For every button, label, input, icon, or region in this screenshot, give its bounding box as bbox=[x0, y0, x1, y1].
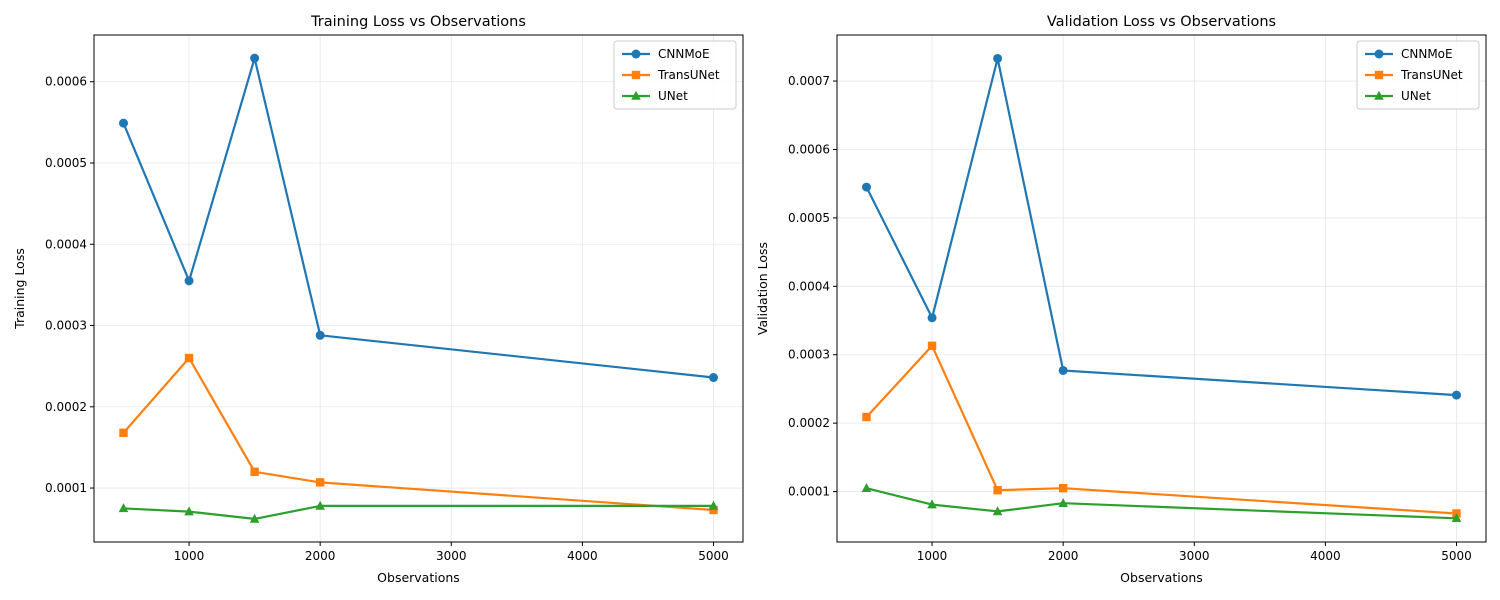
x-tick-label: 1000 bbox=[174, 549, 205, 563]
x-tick-label: 5000 bbox=[698, 549, 729, 563]
series-cnnmoe bbox=[862, 53, 1461, 400]
data-point-transunet bbox=[927, 341, 937, 351]
legend-marker bbox=[1374, 49, 1384, 59]
y-tick-label: 0.0002 bbox=[788, 416, 830, 430]
data-point-cnnmoe bbox=[993, 53, 1003, 63]
series-line-transunet bbox=[865, 344, 1457, 515]
grid bbox=[837, 35, 1486, 542]
data-point-unet bbox=[927, 499, 937, 509]
x-tick-label: 1000 bbox=[917, 549, 948, 563]
data-point-transunet bbox=[315, 478, 325, 487]
plot-frame bbox=[93, 34, 744, 543]
data-point-cnnmoe bbox=[862, 182, 871, 192]
legend-label: UNet bbox=[658, 89, 688, 103]
training-loss-chart: 1000 2000 3000 4000 5000 0.0001 0.0002 0.0003 0.… bbox=[12, 14, 744, 585]
data-point-transunet bbox=[250, 467, 259, 476]
legend-marker bbox=[631, 49, 641, 59]
y-tick-label: 0.0001 bbox=[788, 485, 830, 499]
series-line-transunet bbox=[122, 356, 714, 512]
data-point-unet bbox=[992, 506, 1003, 516]
data-point-unet bbox=[1058, 498, 1068, 508]
chart-title: Training Loss vs Observations bbox=[310, 14, 526, 30]
y-tick-label: 0.0001 bbox=[45, 481, 87, 495]
x-tick-label: 4000 bbox=[567, 549, 598, 563]
data-point-unet bbox=[118, 503, 129, 513]
data-point-cnnmoe bbox=[1058, 365, 1068, 375]
series-unet bbox=[118, 500, 719, 523]
legend-label: TransUNet bbox=[657, 68, 720, 82]
series-unet bbox=[861, 482, 1462, 523]
data-point-cnnmoe bbox=[709, 373, 718, 383]
data-point-transunet bbox=[1058, 483, 1068, 493]
data-point-cnnmoe bbox=[315, 330, 325, 340]
legend-marker bbox=[631, 90, 641, 100]
y-tick-label: 0.0003 bbox=[788, 348, 830, 362]
chart-title: Validation Loss vs Observations bbox=[1047, 14, 1276, 30]
y-axis-label: Training Loss bbox=[12, 248, 27, 330]
legend: CNNMoE TransUNet UNet bbox=[613, 40, 737, 110]
x-axis-label: Observations bbox=[377, 570, 460, 585]
legend-label: CNNMoE bbox=[1401, 47, 1453, 61]
y-tick-label: 0.0003 bbox=[45, 319, 87, 333]
legend: CNNMoE TransUNet UNet bbox=[1356, 40, 1480, 110]
data-point-transunet bbox=[993, 486, 1002, 495]
x-tick-label: 4000 bbox=[1310, 549, 1341, 563]
data-point-transunet bbox=[862, 412, 871, 422]
y-tick-label: 0.0006 bbox=[788, 142, 830, 156]
data-point-unet bbox=[861, 482, 872, 492]
data-point-unet bbox=[1451, 513, 1462, 523]
legend-label: TransUNet bbox=[1400, 68, 1463, 82]
legend-marker bbox=[1374, 90, 1384, 100]
y-tick-label: 0.0006 bbox=[45, 75, 87, 89]
y-axis-label: Validation Loss bbox=[755, 242, 770, 335]
y-tick-label: 0.0005 bbox=[45, 156, 87, 170]
data-point-unet bbox=[708, 500, 719, 510]
validation-loss-chart: 1000 2000 3000 4000 5000 0.0001 0.0002 0.0003 0.… bbox=[755, 14, 1487, 585]
series-cnnmoe bbox=[119, 53, 718, 383]
plot-frame bbox=[836, 34, 1487, 543]
data-point-transunet bbox=[119, 428, 128, 437]
legend-marker bbox=[631, 70, 641, 80]
x-tick-label: 3000 bbox=[436, 549, 467, 563]
data-point-cnnmoe bbox=[184, 276, 194, 286]
y-tick-label: 0.0007 bbox=[788, 74, 830, 88]
x-tick-label: 5000 bbox=[1441, 549, 1472, 563]
data-point-cnnmoe bbox=[250, 53, 260, 63]
data-point-unet bbox=[249, 513, 260, 523]
x-axis-label: Observations bbox=[1120, 570, 1203, 585]
x-tick-label: 2000 bbox=[305, 549, 336, 563]
data-point-cnnmoe bbox=[927, 313, 937, 323]
legend-marker bbox=[1374, 70, 1384, 80]
x-tick-label: 2000 bbox=[1048, 549, 1079, 563]
legend-box bbox=[613, 40, 737, 110]
data-point-cnnmoe bbox=[119, 118, 128, 128]
y-tick-label: 0.0004 bbox=[788, 279, 830, 293]
y-tick-label: 0.0005 bbox=[788, 211, 830, 225]
legend-label: CNNMoE bbox=[658, 47, 710, 61]
legend-box bbox=[1356, 40, 1480, 110]
x-tick-label: 3000 bbox=[1179, 549, 1210, 563]
data-point-transunet bbox=[709, 505, 718, 515]
y-tick-label: 0.0004 bbox=[45, 237, 87, 251]
grid bbox=[94, 35, 743, 542]
y-tick-label: 0.0002 bbox=[45, 400, 87, 414]
series-line-unet bbox=[866, 487, 1457, 520]
legend-label: UNet bbox=[1401, 89, 1431, 103]
series-line-unet bbox=[123, 504, 714, 521]
data-point-unet bbox=[184, 506, 194, 516]
data-point-unet bbox=[315, 500, 325, 510]
data-point-transunet bbox=[184, 353, 194, 363]
series-transunet bbox=[119, 353, 718, 515]
data-point-cnnmoe bbox=[1452, 390, 1461, 400]
